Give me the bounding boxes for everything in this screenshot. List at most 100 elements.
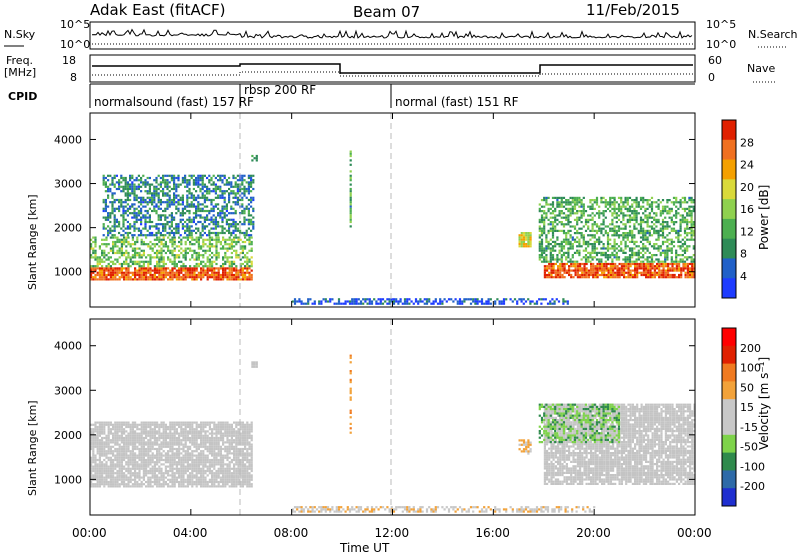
- power-cell: [645, 265, 648, 268]
- velocity-cell: [116, 450, 119, 453]
- power-cell: [690, 212, 693, 215]
- power-cell: [206, 256, 209, 259]
- velocity-cell: [147, 423, 150, 426]
- power-cell: [529, 302, 532, 305]
- power-cell: [107, 196, 110, 199]
- power-cell: [598, 262, 601, 266]
- power-cell: [235, 269, 238, 272]
- power-cell: [120, 238, 123, 241]
- power-cell: [98, 256, 101, 259]
- velocity-cell: [147, 472, 150, 475]
- power-cell: [228, 196, 231, 199]
- power-cell: [518, 238, 521, 241]
- power-cell: [151, 225, 154, 228]
- velocity-cell: [118, 452, 121, 455]
- power-cell: [609, 203, 612, 206]
- power-cell: [153, 190, 156, 193]
- power-cell: [182, 262, 185, 266]
- power-cell: [591, 199, 594, 202]
- velocity-cell: [160, 432, 163, 435]
- power-cell: [201, 225, 204, 228]
- power-cell: [615, 221, 618, 224]
- power-cell: [520, 238, 523, 241]
- velocity-cell: [129, 425, 132, 429]
- velocity-cell: [151, 456, 154, 459]
- power-cell: [672, 201, 676, 204]
- power-cell: [234, 220, 237, 224]
- power-cell: [646, 201, 649, 204]
- power-cell: [101, 276, 104, 279]
- power-cell: [683, 249, 687, 252]
- velocity-cell: [156, 423, 159, 426]
- velocity-cell: [103, 476, 106, 479]
- power-cell: [601, 273, 604, 277]
- power-cell: [571, 247, 574, 250]
- power-cell: [125, 269, 128, 272]
- velocity-cell: [103, 423, 106, 426]
- power-cell: [158, 251, 161, 255]
- power-cell: [199, 183, 202, 186]
- power-cell: [661, 249, 665, 252]
- power-cell: [103, 251, 106, 255]
- power-cell: [248, 271, 251, 274]
- power-cell: [190, 220, 193, 224]
- power-cell: [567, 221, 570, 224]
- velocity-cell: [134, 465, 137, 468]
- power-cell: [224, 247, 227, 250]
- velocity-cell: [169, 421, 172, 424]
- velocity-cell: [92, 465, 95, 468]
- velocity-cell: [173, 480, 176, 484]
- velocity-cell: [96, 434, 99, 437]
- power-cell: [199, 174, 202, 177]
- power-cell: [118, 247, 121, 250]
- power-cell: [359, 300, 363, 303]
- velocity-cell: [140, 467, 143, 470]
- velocity-cell: [98, 478, 101, 481]
- power-cell: [153, 179, 156, 182]
- velocity-cell: [147, 458, 150, 462]
- power-cell: [202, 269, 205, 272]
- power-cell: [223, 227, 226, 230]
- power-cell: [135, 179, 138, 182]
- power-cell: [584, 221, 588, 224]
- velocity-cell: [178, 463, 181, 466]
- power-cell: [649, 262, 652, 266]
- power-cell: [691, 276, 694, 279]
- velocity-cell: [140, 441, 143, 444]
- power-cell: [589, 243, 592, 246]
- power-cell: [248, 243, 251, 246]
- power-cell: [224, 269, 227, 272]
- power-cell: [153, 271, 156, 274]
- power-cell: [626, 221, 629, 224]
- velocity-cell: [151, 472, 154, 475]
- velocity-cell: [173, 421, 176, 424]
- power-cell: [222, 271, 225, 274]
- power-cell: [221, 179, 224, 182]
- power-cell: [169, 271, 172, 274]
- power-cell: [223, 198, 226, 202]
- power-cell: [640, 273, 643, 277]
- power-cell: [155, 194, 158, 197]
- power-cell: [580, 232, 583, 235]
- power-cell: [690, 196, 693, 199]
- power-cell: [186, 205, 189, 208]
- power-cell: [192, 198, 195, 202]
- power-cell: [148, 216, 151, 219]
- power-cell: [683, 251, 687, 254]
- power-cell: [644, 216, 647, 219]
- power-cell: [181, 201, 184, 204]
- power-cell: [562, 212, 566, 215]
- power-cell: [124, 205, 127, 208]
- power-cell: [543, 260, 546, 263]
- power-cell: [135, 214, 138, 217]
- power-cell: [126, 181, 129, 184]
- power-cell: [686, 258, 689, 261]
- power-cell: [158, 245, 161, 248]
- power-cell: [192, 229, 195, 232]
- power-cell: [201, 209, 204, 213]
- power-cell: [318, 302, 321, 305]
- power-cell: [170, 176, 173, 180]
- velocity-cell: [160, 443, 163, 446]
- power-cell: [105, 245, 108, 248]
- power-cell: [192, 181, 195, 184]
